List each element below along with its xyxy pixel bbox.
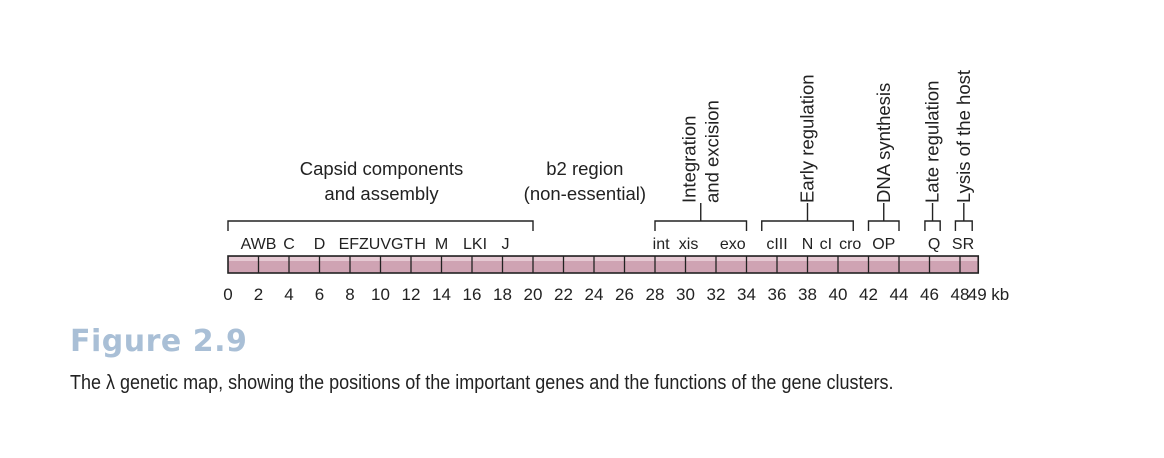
cluster-label-line: and excision bbox=[701, 100, 722, 203]
figure-caption: The λ genetic map, showing the positions… bbox=[70, 372, 894, 394]
tick-label: 30 bbox=[676, 285, 695, 304]
cluster-bracket bbox=[654, 220, 748, 231]
tick-label: 24 bbox=[585, 285, 604, 304]
cluster-bracket bbox=[867, 220, 900, 231]
b2-label-line: b2 region bbox=[546, 158, 623, 179]
tick-label: 14 bbox=[432, 285, 451, 304]
genome-bar-highlight bbox=[229, 257, 978, 261]
tick-label: 2 bbox=[254, 285, 263, 304]
tick-label: 34 bbox=[737, 285, 756, 304]
tick-label: 49 bbox=[968, 285, 987, 304]
tick-label: 42 bbox=[859, 285, 878, 304]
cluster-label-line: Capsid components bbox=[300, 158, 464, 179]
cluster-bracket bbox=[954, 220, 973, 231]
tick-label: 16 bbox=[463, 285, 482, 304]
gene-label: EFZUVGT bbox=[339, 236, 414, 253]
gene-label: cI bbox=[820, 236, 832, 253]
tick-label: 8 bbox=[345, 285, 354, 304]
gene-label: LKI bbox=[463, 236, 487, 253]
kb-axis: 0 2 4 6 8 10 12 14 16 18 20 22 24 26 28 30 32 34 36 38 40 42 4… bbox=[223, 285, 1009, 304]
tick-label: 40 bbox=[829, 285, 848, 304]
tick-label: 38 bbox=[798, 285, 817, 304]
tick-label: 44 bbox=[890, 285, 909, 304]
cluster-label-line: Late regulation bbox=[922, 81, 943, 203]
tick-label: 20 bbox=[524, 285, 543, 304]
gene-label: N bbox=[802, 236, 814, 253]
tick-label: 6 bbox=[315, 285, 324, 304]
tick-label: 4 bbox=[284, 285, 293, 304]
cluster-label-line: Integration bbox=[678, 116, 699, 203]
tick-label: 18 bbox=[493, 285, 512, 304]
cluster-region: Integration and excision bbox=[654, 100, 748, 231]
b2-label-line: (non-essential) bbox=[524, 183, 646, 204]
gene-label: int bbox=[653, 236, 670, 253]
figure-number: Figure 2.9 bbox=[70, 324, 248, 359]
cluster-bracket bbox=[924, 220, 941, 231]
gene-label: Q bbox=[928, 236, 940, 253]
axis-unit-label: kb bbox=[991, 285, 1009, 304]
cluster-region: Lysis of the host bbox=[953, 70, 974, 231]
cluster-bracket bbox=[761, 220, 854, 231]
tick-label: 28 bbox=[646, 285, 665, 304]
cluster-bracket bbox=[227, 220, 534, 231]
cluster-label-line: Early regulation bbox=[797, 74, 818, 203]
gene-label: cIII bbox=[766, 236, 787, 253]
b2-region-label: b2 region (non-essential) bbox=[524, 158, 646, 204]
cluster-label-line: Lysis of the host bbox=[953, 70, 974, 203]
gene-label: C bbox=[283, 236, 295, 253]
tick-label: 22 bbox=[554, 285, 573, 304]
tick-label: 26 bbox=[615, 285, 634, 304]
tick-label: 46 bbox=[920, 285, 939, 304]
tick-label: 36 bbox=[768, 285, 787, 304]
genome-bar bbox=[227, 255, 980, 274]
gene-label: H bbox=[414, 236, 426, 253]
tick-label: 12 bbox=[402, 285, 421, 304]
cluster-label-line: DNA synthesis bbox=[873, 83, 894, 203]
gene-label: exo bbox=[720, 236, 746, 253]
gene-label: xis bbox=[679, 236, 699, 253]
tick-label: 0 bbox=[223, 285, 232, 304]
gene-cluster-regions: Capsid components and assembly Integration… bbox=[227, 70, 974, 231]
gene-label: J bbox=[502, 236, 510, 253]
gene-label: cro bbox=[839, 236, 861, 253]
cluster-region: Early regulation bbox=[761, 74, 854, 231]
cluster-region: Capsid components and assembly bbox=[227, 158, 534, 231]
tick-label: 10 bbox=[371, 285, 390, 304]
gene-label: M bbox=[435, 236, 448, 253]
gene-label: D bbox=[314, 236, 326, 253]
cluster-region: DNA synthesis bbox=[867, 83, 900, 231]
cluster-region: Late regulation bbox=[922, 81, 943, 231]
lambda-genetic-map: Capsid components and assembly Integration… bbox=[223, 70, 1009, 304]
gene-label: OP bbox=[872, 236, 895, 253]
cluster-label-line: and assembly bbox=[324, 183, 439, 204]
tick-label: 32 bbox=[707, 285, 726, 304]
gene-label: AWB bbox=[241, 236, 277, 253]
gene-label: SR bbox=[952, 236, 974, 253]
tick-label: 48 bbox=[951, 285, 970, 304]
